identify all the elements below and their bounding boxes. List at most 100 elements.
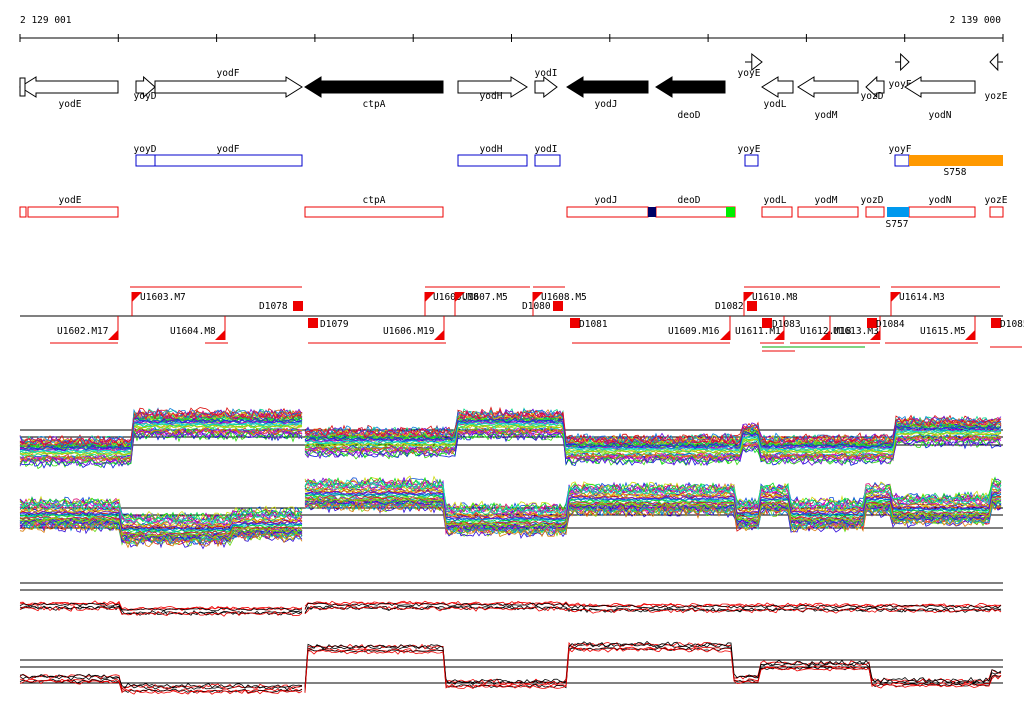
segment-label: U1608.M5: [541, 292, 587, 303]
feature-label: yodE: [59, 195, 82, 206]
feature-box: [457, 154, 528, 167]
profile-line: [19, 408, 1002, 448]
profile-line: [19, 418, 1002, 451]
gene-arrow: [135, 75, 156, 99]
segment-flag: [744, 292, 754, 302]
gene-label: yodE: [59, 99, 82, 110]
feature-box: [761, 206, 793, 218]
profile-line: [19, 600, 1001, 611]
profile-line: [19, 424, 1002, 457]
feature-box: [908, 206, 976, 218]
feature-label: S758: [944, 167, 967, 178]
gene-label: ctpA: [363, 99, 386, 110]
feature-label: yodI: [535, 144, 558, 155]
gene-arrow: [304, 76, 444, 98]
segment-label: U1615.M5: [920, 326, 966, 337]
gene-label: yoyF: [889, 79, 912, 90]
segment-flag: [870, 330, 880, 340]
feature-label: yodM: [815, 195, 838, 206]
segment-label: D1079: [320, 319, 349, 330]
profile-line: [19, 647, 1002, 695]
ruler-start: 2 129 001: [20, 15, 72, 26]
segment-label: U1611.M1: [735, 326, 781, 337]
gene-label: yodL: [764, 99, 787, 110]
ruler-end: 2 139 000: [950, 15, 1002, 26]
feature-box: [304, 206, 444, 218]
feature-fill: [887, 207, 909, 217]
feature-label: yodH: [480, 144, 503, 155]
gene-label: yoyD: [134, 91, 157, 102]
feature-box: [744, 154, 759, 167]
feature-box: [534, 154, 561, 167]
segment-flag: [774, 330, 784, 340]
feature-box: [27, 206, 119, 218]
segment-flag: [965, 330, 975, 340]
segment-label: D1084: [876, 319, 905, 330]
feature-fill: [648, 207, 656, 217]
profile-line: [19, 476, 1002, 524]
segment-flag: [425, 292, 435, 302]
profile-line: [19, 491, 1002, 532]
gene-label: yozE: [985, 91, 1008, 102]
feature-box: [865, 206, 885, 218]
gene-arrow: [19, 76, 119, 98]
segment-label: D1080: [522, 301, 551, 312]
segment-label: U1607.M5: [462, 292, 508, 303]
segment-label: U1612.M18: [800, 326, 852, 337]
profile-line: [19, 407, 1002, 448]
feature-label: ctpA: [363, 195, 386, 206]
profile-line: [19, 489, 1002, 530]
segment-label: U1609.M16: [668, 326, 720, 337]
segment-label: U1613.M3: [833, 326, 879, 337]
segment-label: D1085: [1000, 319, 1024, 330]
feature-box: [135, 154, 156, 167]
profile-line: [19, 479, 1002, 525]
feature-label: yoyE: [738, 144, 761, 155]
segment-square: [308, 318, 318, 328]
segment-label: U1602.M17: [57, 326, 108, 337]
segment-label: U1603.M7: [140, 292, 186, 303]
segment-flag: [108, 330, 118, 340]
gene-label: yodJ: [595, 99, 618, 110]
profile-line: [19, 605, 1002, 617]
gene-arrow: [154, 76, 303, 98]
segment-label: D1082: [715, 301, 744, 312]
feature-label: deoD: [678, 195, 701, 206]
feature-label: yozD: [861, 195, 884, 206]
gene-arrow: [797, 76, 859, 98]
segment-label: U1606.M19: [383, 326, 435, 337]
gene-label: yozD: [861, 91, 884, 102]
gene-arrow: [457, 76, 528, 98]
feature-box: [797, 206, 859, 218]
feature-label: yodL: [764, 195, 787, 206]
gene-label: yodN: [929, 110, 952, 121]
segment-square: [762, 318, 772, 328]
gene-label: yodH: [480, 91, 503, 102]
segment-flag: [820, 330, 830, 340]
profile-line: [19, 429, 1002, 467]
gene-label: deoD: [678, 110, 701, 121]
feature-label: yodF: [217, 144, 240, 155]
feature-box: [655, 206, 736, 218]
feature-box: [989, 206, 1004, 218]
segment-flag: [720, 330, 730, 340]
gene-label: yodM: [815, 110, 838, 121]
gene-arrow: [655, 76, 726, 98]
profile-line: [19, 427, 1002, 463]
segment-square: [867, 318, 877, 328]
gene-label: yodI: [535, 68, 558, 79]
gene-arrow: [566, 76, 649, 98]
gene-label: yodF: [217, 68, 240, 79]
feature-box: [566, 206, 649, 218]
profile-line: [19, 429, 1002, 469]
gene-arrow: [865, 75, 885, 99]
segment-label: U1610.M8: [752, 292, 798, 303]
feature-fill: [726, 207, 735, 217]
profile-line: [19, 427, 1002, 464]
gene-stub: [19, 77, 26, 97]
segment-square: [991, 318, 1001, 328]
feature-box: [19, 206, 27, 218]
profile-line: [19, 640, 1002, 689]
segment-label: U1614.M3: [899, 292, 945, 303]
